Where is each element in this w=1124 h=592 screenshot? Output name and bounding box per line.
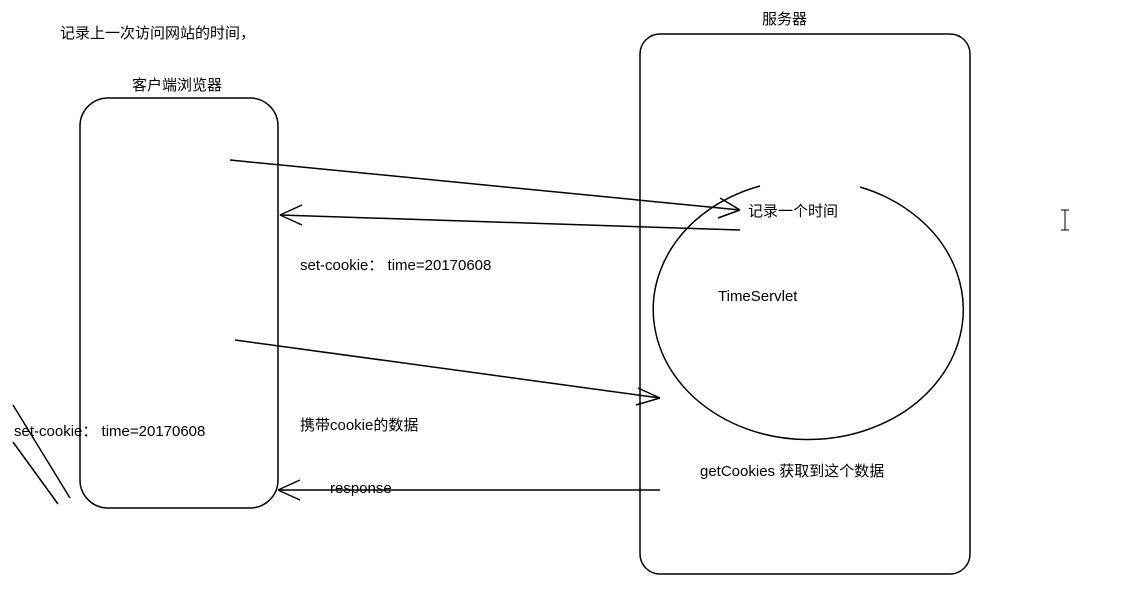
server-rect bbox=[640, 34, 970, 574]
server-label: 服务器 bbox=[762, 8, 807, 29]
client-label: 客户端浏览器 bbox=[132, 74, 222, 95]
servlet-ellipse bbox=[653, 186, 963, 440]
arrow-request-1 bbox=[230, 160, 740, 218]
set-cookie-edge-label: set-cookie： time=20170608 bbox=[300, 254, 491, 275]
client-rect bbox=[80, 98, 278, 508]
record-time-label: 记录一个时间 bbox=[748, 200, 838, 221]
response-label: response bbox=[330, 480, 392, 497]
carry-cookie-label: 携带cookie的数据 bbox=[300, 414, 418, 435]
servlet-label: TimeServlet bbox=[718, 288, 797, 305]
arrow-request-2 bbox=[235, 340, 660, 405]
set-cookie-stored-label: set-cookie： time=20170608 bbox=[14, 420, 205, 441]
title-label: 记录上一次访问网站的时间， bbox=[60, 22, 255, 43]
get-cookies-label: getCookies 获取到这个数据 bbox=[700, 460, 884, 481]
text-cursor-icon bbox=[1061, 210, 1069, 230]
arrow-response-1 bbox=[280, 205, 740, 230]
